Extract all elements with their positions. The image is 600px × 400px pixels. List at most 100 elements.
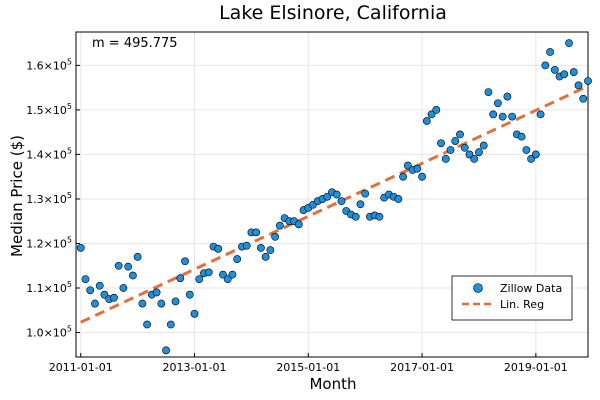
- x-tick-label: 2011-01-01: [49, 361, 113, 374]
- data-point: [422, 117, 431, 125]
- y-tick-label: 1.3×105: [26, 191, 72, 206]
- legend-marker-scatter: [473, 283, 483, 293]
- data-point: [584, 77, 592, 85]
- data-point: [133, 252, 142, 261]
- x-tick-label: 2013-01-01: [163, 361, 227, 374]
- data-point: [219, 270, 227, 279]
- data-point: [162, 346, 170, 355]
- data-point: [323, 192, 332, 201]
- data-point: [91, 299, 99, 308]
- data-point: [204, 268, 213, 277]
- data-point: [195, 275, 204, 283]
- legend-label-scatter: Zillow Data: [500, 282, 562, 295]
- data-point: [503, 92, 512, 101]
- x-axis-label: Month: [309, 375, 356, 393]
- y-tick-label: 1.1×105: [26, 280, 72, 295]
- data-point: [541, 61, 550, 70]
- data-point: [574, 81, 583, 90]
- plot-frame: [75, 31, 589, 358]
- legend: Zillow Data Lin. Reg: [451, 275, 573, 321]
- data-point: [351, 212, 360, 221]
- data-point: [479, 141, 488, 150]
- data-point: [157, 299, 166, 308]
- data-point: [460, 143, 469, 152]
- data-point: [531, 150, 540, 159]
- slope-annotation: m = 495.775: [92, 36, 178, 51]
- data-point: [527, 154, 536, 163]
- x-tick-label: 2015-01-01: [276, 361, 340, 374]
- data-point: [185, 290, 194, 299]
- y-tick-label: 1.6×105: [26, 57, 72, 72]
- x-tick-label: 2019-01-01: [504, 361, 568, 374]
- y-tick-label: 1.5×105: [26, 102, 72, 117]
- data-point: [223, 275, 232, 283]
- y-axis-label: Median Price ($): [8, 135, 26, 257]
- data-point: [86, 286, 95, 295]
- data-point: [427, 110, 436, 119]
- data-point: [432, 106, 441, 114]
- data-point: [190, 309, 199, 318]
- data-point: [143, 320, 152, 329]
- data-point: [517, 132, 526, 141]
- x-tick-label: 2017-01-01: [390, 361, 454, 374]
- data-point: [356, 200, 365, 209]
- data-point: [475, 148, 483, 157]
- data-point: [437, 139, 445, 148]
- data-point: [361, 189, 370, 198]
- data-point: [266, 246, 275, 255]
- data-point: [152, 288, 161, 297]
- regression-line-group: [80, 84, 589, 324]
- data-point: [228, 270, 237, 279]
- data-point: [546, 48, 554, 56]
- data-point: [176, 274, 185, 283]
- data-point: [119, 284, 128, 292]
- data-point: [294, 220, 303, 229]
- data-point: [418, 172, 426, 181]
- data-point: [138, 299, 147, 308]
- y-axis: 1.0×105 1.1×105 1.2×105 1.3×105 1.4×105 1.5×1…: [26, 57, 80, 340]
- data-point: [76, 244, 85, 252]
- y-tick-label: 1.4×105: [26, 146, 72, 161]
- data-point: [242, 241, 251, 250]
- data-point: [446, 146, 455, 154]
- data-point: [403, 161, 412, 170]
- data-point: [413, 164, 422, 173]
- data-point: [399, 172, 408, 181]
- y-tick-label: 1.0×105: [26, 325, 72, 340]
- data-point: [233, 255, 242, 263]
- scatter-points: [76, 39, 592, 355]
- data-point: [465, 150, 474, 159]
- data-point: [441, 154, 450, 163]
- data-point: [337, 197, 346, 206]
- data-point: [124, 262, 133, 271]
- data-point: [95, 281, 104, 290]
- data-point: [128, 271, 137, 280]
- data-point: [470, 154, 479, 163]
- data-point: [498, 112, 507, 121]
- data-point: [181, 257, 189, 266]
- data-point: [275, 221, 284, 230]
- data-point: [256, 244, 265, 252]
- data-point: [81, 275, 90, 283]
- regression-line: [80, 84, 589, 324]
- data-point: [536, 110, 545, 119]
- data-point: [261, 252, 270, 261]
- data-point: [456, 130, 464, 139]
- data-point: [214, 244, 223, 253]
- data-point: [332, 190, 341, 199]
- data-point: [171, 297, 180, 306]
- data-point: [494, 99, 502, 108]
- data-point: [522, 146, 531, 154]
- data-point: [110, 293, 118, 302]
- data-point: [375, 212, 384, 221]
- data-point: [252, 228, 261, 237]
- data-point: [489, 110, 498, 119]
- data-point: [271, 232, 280, 241]
- grid: [76, 32, 588, 357]
- data-point: [100, 290, 109, 299]
- data-point: [560, 70, 569, 79]
- legend-label-line: Lin. Reg: [500, 298, 544, 311]
- data-point: [579, 94, 588, 103]
